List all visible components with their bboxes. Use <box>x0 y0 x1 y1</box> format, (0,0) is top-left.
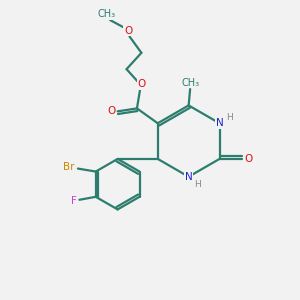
Text: N: N <box>185 172 193 182</box>
Text: Br: Br <box>63 162 74 172</box>
Text: F: F <box>71 196 77 206</box>
Text: O: O <box>124 26 132 35</box>
Text: CH₃: CH₃ <box>181 77 199 88</box>
Text: O: O <box>107 106 115 116</box>
Text: O: O <box>137 79 146 89</box>
Text: O: O <box>244 154 253 164</box>
Text: N: N <box>216 118 224 128</box>
Text: H: H <box>194 180 201 189</box>
Text: H: H <box>226 113 233 122</box>
Text: CH₃: CH₃ <box>98 9 116 19</box>
